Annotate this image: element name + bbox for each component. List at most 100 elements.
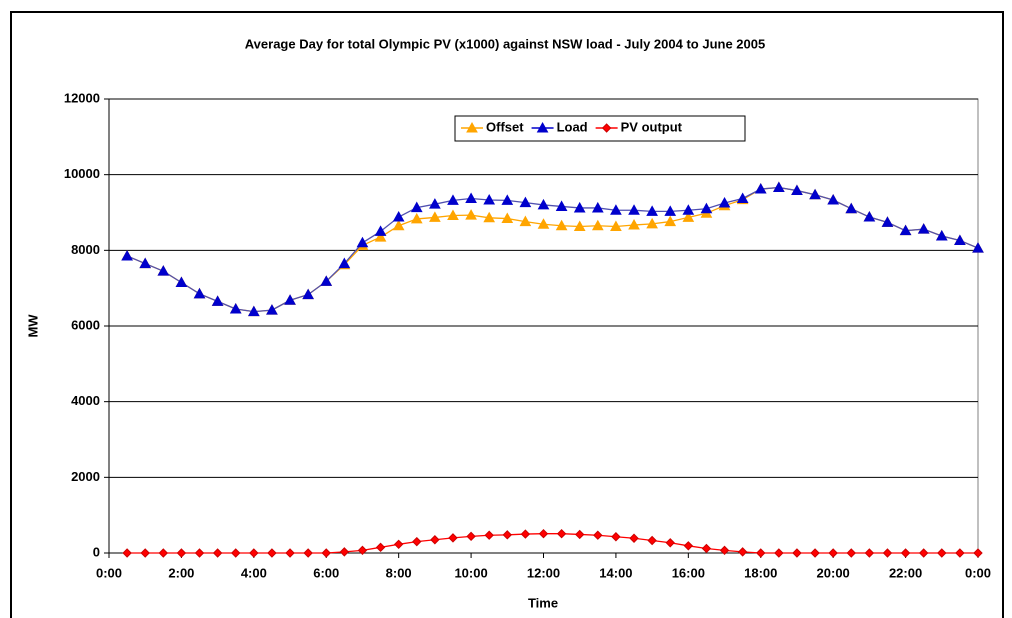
marker	[899, 224, 912, 236]
x-tick-label: 18:00	[744, 565, 777, 580]
marker	[519, 215, 532, 227]
marker	[392, 219, 405, 231]
x-tick-label: 0:00	[96, 565, 122, 580]
marker	[538, 528, 549, 539]
marker	[682, 211, 695, 222]
marker	[536, 121, 549, 133]
marker	[882, 548, 893, 558]
y-tick-label: 6000	[71, 317, 100, 332]
legend-label: PV output	[621, 119, 683, 134]
marker	[285, 548, 295, 558]
marker	[719, 545, 730, 556]
chart-title: Average Day for total Olympic PV (x1000)…	[245, 36, 765, 51]
x-tick-label: 12:00	[527, 565, 560, 580]
marker	[339, 547, 350, 557]
marker	[556, 528, 567, 539]
x-tick-label: 20:00	[817, 565, 850, 580]
marker	[321, 548, 331, 558]
x-axis-label: Time	[528, 595, 558, 610]
marker	[555, 219, 568, 231]
marker	[863, 211, 876, 222]
x-tick-label: 8:00	[386, 565, 412, 580]
marker	[810, 548, 820, 558]
y-tick-label: 0	[93, 544, 100, 559]
legend: Offset Load PV output	[454, 115, 746, 142]
x-tick-label: 22:00	[889, 565, 922, 580]
marker	[502, 530, 512, 540]
marker	[356, 236, 369, 248]
marker	[954, 234, 966, 245]
x-tick-label: 6:00	[313, 565, 339, 580]
y-tick-label: 4000	[71, 393, 100, 408]
marker	[918, 548, 929, 558]
marker	[447, 194, 459, 205]
y-axis-label: MW	[25, 314, 40, 338]
marker	[610, 220, 622, 231]
marker	[465, 192, 477, 204]
marker	[573, 220, 586, 231]
marker	[520, 529, 531, 539]
marker	[302, 288, 314, 300]
marker	[412, 536, 422, 547]
marker	[664, 215, 677, 227]
marker	[139, 257, 152, 269]
x-tick-label: 16:00	[672, 565, 705, 580]
marker	[973, 548, 983, 558]
marker	[303, 548, 313, 558]
legend-label: Load	[557, 119, 588, 134]
y-tick-label: 2000	[71, 469, 100, 484]
marker	[792, 548, 802, 558]
marker	[157, 265, 170, 276]
marker	[917, 223, 930, 234]
x-tick-label: 14:00	[599, 565, 632, 580]
marker	[122, 548, 132, 558]
marker	[664, 205, 677, 216]
marker	[828, 548, 838, 558]
legend-label: Offset	[486, 119, 524, 134]
marker	[140, 548, 150, 558]
y-tick-label: 10000	[64, 166, 100, 181]
marker	[448, 533, 458, 543]
marker	[629, 533, 639, 543]
marker	[900, 548, 911, 558]
marker	[194, 548, 205, 558]
marker	[158, 548, 169, 558]
y-tick-label: 12000	[64, 90, 100, 105]
x-tick-label: 2:00	[168, 565, 194, 580]
marker	[430, 535, 440, 545]
marker	[935, 229, 948, 241]
marker	[700, 202, 713, 214]
marker	[229, 302, 242, 314]
marker	[555, 200, 568, 211]
marker	[320, 275, 333, 286]
y-tick-label: 8000	[71, 242, 100, 257]
marker	[573, 201, 586, 213]
marker	[284, 294, 296, 305]
marker	[393, 539, 404, 550]
marker	[483, 193, 496, 205]
marker	[682, 204, 695, 215]
marker	[447, 209, 459, 221]
marker	[791, 184, 803, 196]
marker	[466, 121, 478, 133]
marker	[466, 531, 476, 542]
marker	[601, 123, 612, 133]
marker	[593, 530, 603, 540]
marker	[429, 198, 441, 209]
marker	[267, 548, 277, 558]
x-tick-label: 10:00	[454, 565, 487, 580]
marker	[121, 249, 133, 261]
marker	[465, 209, 477, 220]
marker	[718, 197, 731, 208]
marker	[483, 211, 496, 223]
marker	[501, 194, 514, 205]
marker	[737, 547, 748, 557]
marker	[374, 231, 387, 242]
marker	[736, 192, 749, 204]
marker	[375, 542, 386, 553]
marker	[845, 202, 858, 214]
marker	[374, 225, 387, 236]
marker	[628, 218, 640, 230]
x-tick-label: 0:00	[965, 565, 991, 580]
